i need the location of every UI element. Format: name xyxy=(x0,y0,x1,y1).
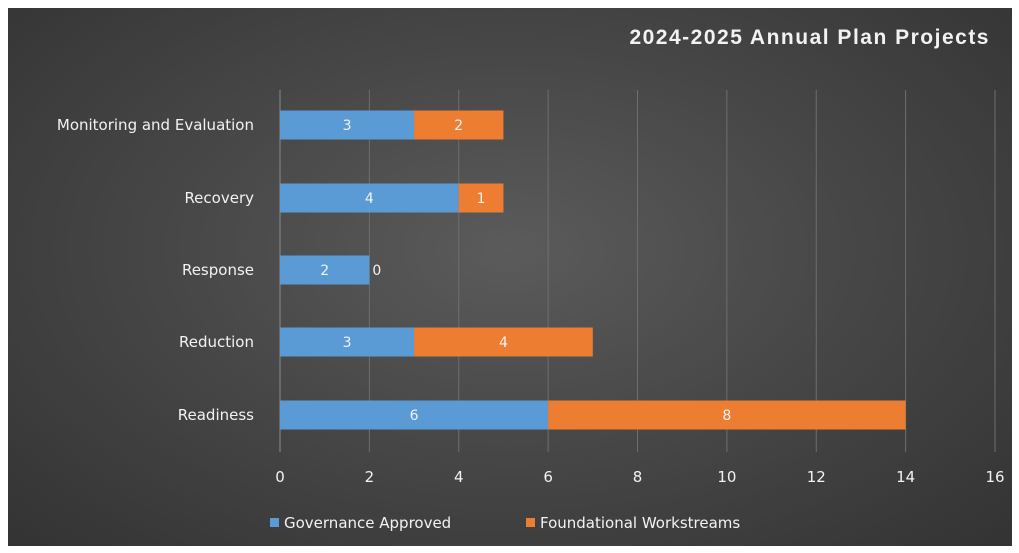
data-label: 8 xyxy=(722,408,731,424)
data-label: 6 xyxy=(410,408,419,424)
category-label: Reduction xyxy=(179,333,254,351)
x-tick-label: 12 xyxy=(807,468,826,486)
data-label: 3 xyxy=(343,118,352,134)
data-label: 2 xyxy=(454,118,463,134)
bar-segment xyxy=(414,110,504,140)
bar-segment xyxy=(280,183,459,213)
bar-segment xyxy=(280,255,370,285)
x-tick-label: 0 xyxy=(275,468,285,486)
chart-title: 2024-2025 Annual Plan Projects xyxy=(629,26,990,49)
value-axis-labels: 0 2 4 6 8 10 12 14 16 xyxy=(275,468,1004,486)
category-label: Readiness xyxy=(178,406,254,424)
data-label: 3 xyxy=(343,335,352,351)
bar-segment xyxy=(280,110,415,140)
x-tick-label: 10 xyxy=(717,468,736,486)
bars: 3 2 4 1 2 0 3 4 6 8 xyxy=(280,110,906,430)
bar-segment xyxy=(458,183,504,213)
x-tick-label: 16 xyxy=(985,468,1004,486)
category-label: Recovery xyxy=(184,189,254,207)
bar-segment xyxy=(280,400,549,430)
x-tick-label: 8 xyxy=(633,468,643,486)
data-label: 4 xyxy=(365,191,374,207)
data-label: 2 xyxy=(320,263,329,279)
bar-segment xyxy=(280,327,415,357)
x-tick-label: 2 xyxy=(365,468,375,486)
gridlines xyxy=(279,90,996,452)
legend-swatch xyxy=(270,518,279,527)
x-tick-label: 6 xyxy=(543,468,553,486)
category-axis-labels: Monitoring and Evaluation Recovery Respons… xyxy=(57,116,254,424)
category-label: Response xyxy=(182,261,254,279)
data-label: 0 xyxy=(372,263,381,279)
legend-swatch xyxy=(526,518,535,527)
bar-segment xyxy=(548,400,906,430)
stacked-bar-chart: 2024-2025 Annual Plan Projects 3 24 12 03 46… xyxy=(57,26,1005,532)
data-label: 1 xyxy=(477,191,486,207)
x-tick-label: 14 xyxy=(896,468,915,486)
legend: Governance Approved Foundational Workstre… xyxy=(270,514,740,532)
legend-label: Foundational Workstreams xyxy=(540,514,740,532)
data-label: 4 xyxy=(499,335,508,351)
category-label: Monitoring and Evaluation xyxy=(57,116,254,134)
bar-segment xyxy=(414,327,593,357)
x-tick-label: 4 xyxy=(454,468,464,486)
legend-label: Governance Approved xyxy=(284,514,451,532)
